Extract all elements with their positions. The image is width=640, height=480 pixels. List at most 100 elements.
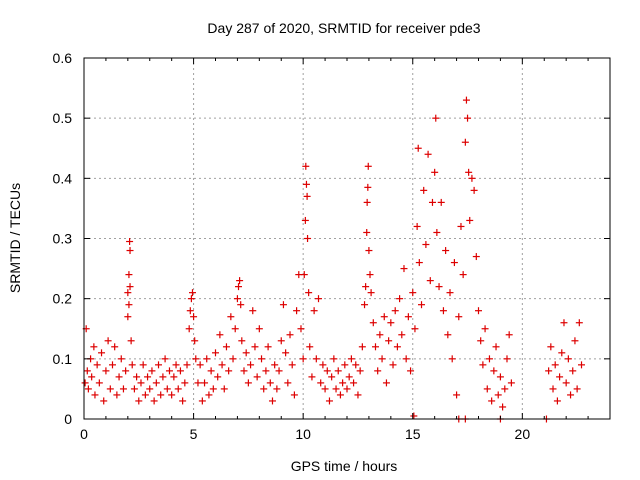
- data-point: [465, 168, 473, 176]
- data-point: [95, 379, 103, 387]
- data-point: [507, 379, 515, 387]
- data-point: [439, 307, 447, 315]
- data-point: [319, 361, 327, 369]
- data-point: [367, 289, 375, 297]
- data-point: [98, 349, 106, 357]
- data-point: [466, 216, 474, 224]
- data-point: [203, 355, 211, 363]
- data-point: [325, 397, 333, 405]
- data-point: [264, 343, 272, 351]
- data-point: [186, 307, 194, 315]
- data-point: [290, 391, 298, 399]
- data-point: [262, 367, 270, 375]
- data-point: [170, 373, 178, 381]
- data-point: [301, 216, 309, 224]
- data-point: [139, 361, 147, 369]
- data-point: [350, 379, 358, 387]
- data-point: [571, 337, 579, 345]
- data-point: [83, 367, 91, 375]
- data-point: [444, 331, 452, 339]
- data-point: [378, 355, 386, 363]
- data-point: [396, 295, 404, 303]
- data-point: [225, 367, 233, 375]
- data-point: [126, 238, 134, 246]
- data-point: [387, 319, 395, 327]
- data-point: [334, 367, 342, 375]
- data-point: [286, 331, 294, 339]
- data-point: [155, 361, 163, 369]
- data-point: [185, 325, 193, 333]
- data-point: [218, 361, 226, 369]
- data-point: [163, 385, 171, 393]
- data-point: [238, 337, 246, 345]
- data-point: [398, 331, 406, 339]
- data-point: [363, 198, 371, 206]
- data-point: [124, 289, 132, 297]
- data-point: [187, 295, 195, 303]
- data-point: [104, 337, 112, 345]
- data-point: [190, 313, 198, 321]
- data-point: [418, 301, 426, 309]
- data-point: [100, 397, 108, 405]
- data-point: [220, 385, 228, 393]
- data-point: [144, 373, 152, 381]
- data-point: [157, 391, 165, 399]
- data-point: [501, 385, 509, 393]
- data-point: [496, 373, 504, 381]
- data-point: [279, 301, 287, 309]
- data-point: [488, 397, 496, 405]
- data-point: [297, 325, 305, 333]
- data-point: [88, 373, 96, 381]
- data-point: [302, 162, 310, 170]
- data-point: [117, 355, 125, 363]
- data-point: [191, 337, 199, 345]
- data-point: [470, 186, 478, 194]
- data-point: [240, 367, 248, 375]
- data-point: [494, 391, 502, 399]
- data-point: [369, 319, 377, 327]
- data-point: [127, 337, 135, 345]
- data-point: [468, 174, 476, 182]
- data-point: [352, 361, 360, 369]
- data-point: [461, 138, 469, 146]
- data-point: [481, 325, 489, 333]
- data-point: [249, 307, 257, 315]
- data-point: [209, 385, 217, 393]
- data-point: [183, 361, 191, 369]
- data-point: [141, 391, 149, 399]
- data-point: [253, 373, 261, 381]
- data-point: [358, 343, 366, 351]
- data-point: [328, 373, 336, 381]
- data-point: [356, 367, 364, 375]
- data-point: [385, 337, 393, 345]
- data-point: [330, 355, 338, 363]
- data-point: [553, 397, 561, 405]
- data-point: [108, 361, 116, 369]
- data-point: [479, 361, 487, 369]
- data-point: [347, 355, 355, 363]
- data-point: [115, 373, 123, 381]
- data-point: [341, 361, 349, 369]
- data-point: [247, 361, 255, 369]
- data-point: [380, 313, 388, 321]
- data-point: [339, 379, 347, 387]
- data-point: [303, 192, 311, 200]
- data-point: [258, 355, 266, 363]
- data-point: [362, 283, 370, 291]
- data-point: [575, 319, 583, 327]
- data-point: [391, 307, 399, 315]
- data-points: [81, 96, 586, 423]
- data-point: [194, 379, 202, 387]
- data-point: [282, 349, 290, 357]
- data-point: [549, 385, 557, 393]
- data-point: [455, 313, 463, 321]
- data-point: [317, 379, 325, 387]
- x-tick-label: 20: [515, 426, 531, 442]
- data-point: [212, 349, 219, 357]
- data-point: [222, 343, 230, 351]
- data-point: [400, 265, 408, 273]
- data-point: [472, 253, 480, 261]
- data-point: [266, 379, 274, 387]
- data-point: [437, 198, 445, 206]
